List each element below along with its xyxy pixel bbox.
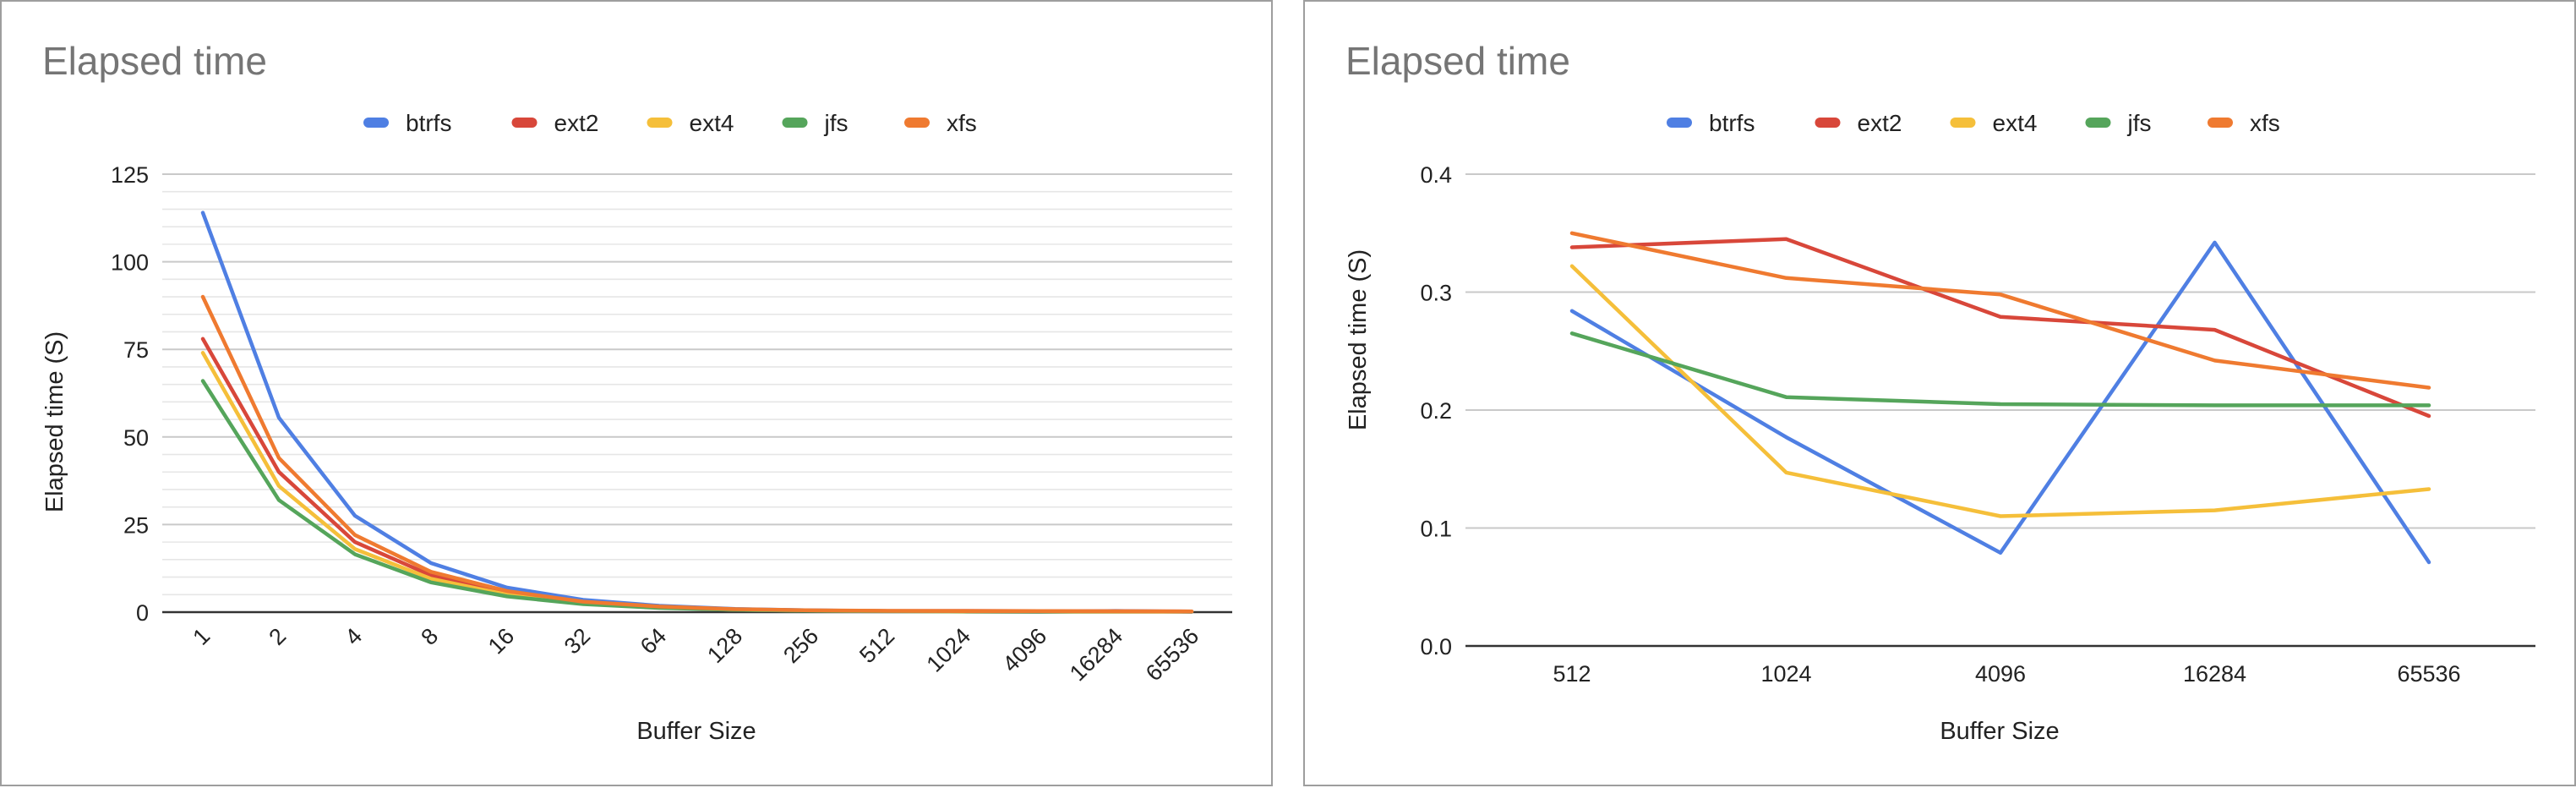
legend-item-xfs: xfs (2208, 110, 2280, 136)
x-tick-label: 256 (778, 623, 823, 668)
x-tick-label: 4096 (998, 623, 1052, 677)
legend-swatch (2085, 118, 2111, 128)
legend: btrfs ext2 ext4 jfs xfs (1667, 110, 2280, 136)
y-tick-label: 0 (136, 600, 149, 626)
legend-label: ext2 (554, 110, 599, 136)
grid (1465, 173, 2535, 648)
x-tick-label: 1024 (922, 623, 976, 677)
legend-item-ext2: ext2 (511, 110, 599, 136)
y-axis-title: Elapsed time (S) (1345, 249, 1372, 430)
legend: btrfs ext2 ext4 jfs xfs (363, 110, 977, 136)
x-tick-label: 2 (264, 623, 291, 650)
x-tick-label: 128 (702, 623, 747, 668)
legend-swatch (1950, 118, 1976, 128)
legend-label: ext2 (1858, 110, 1902, 136)
series-line-ext4 (200, 351, 1194, 614)
y-tick-label: 100 (111, 250, 149, 276)
legend-item-btrfs: btrfs (363, 110, 451, 136)
chart-left: Elapsed time btrfs ext2 ext4 jfs xfs 0 25 50 75… (41, 39, 1232, 745)
y-axis-ticks: 0.0 0.1 0.2 0.3 0.4 (1420, 162, 1452, 659)
legend-item-ext4: ext4 (1950, 110, 2038, 136)
legend-item-btrfs: btrfs (1667, 110, 1755, 136)
series-line-ext4 (1569, 264, 2431, 518)
chart-right: Elapsed time btrfs ext2 ext4 jfs xfs 0.00.10… (1345, 39, 2535, 745)
series-line-btrfs (1569, 240, 2431, 565)
legend-label: ext4 (1993, 110, 2038, 136)
legend-item-jfs: jfs (782, 110, 849, 136)
x-tick-label: 16 (483, 623, 519, 659)
y-tick-label: 25 (123, 512, 149, 538)
series-line-ext2 (1569, 237, 2431, 419)
chart-panel-left: Elapsed time btrfs ext2 ext4 jfs xfs 0 25 50 75… (0, 0, 1273, 786)
x-axis-ticks: 1 2 4 8 16 32 64 128 256 512 1024 4096 16284 65536 (188, 623, 1203, 686)
y-tick-label: 125 (111, 162, 149, 188)
series-line-xfs (1569, 231, 2431, 390)
legend-swatch (511, 118, 538, 128)
y-tick-label: 0.3 (1420, 281, 1452, 306)
legend-swatch (647, 118, 673, 128)
grid (162, 173, 1232, 614)
y-tick-label: 75 (123, 337, 149, 363)
chart-title: Elapsed time (42, 39, 267, 83)
y-axis-title: Elapsed time (S) (41, 331, 68, 512)
legend-item-jfs: jfs (2085, 110, 2152, 136)
y-axis-ticks: 0 25 50 75 100 125 (111, 162, 149, 626)
x-tick-label: 512 (854, 623, 899, 668)
series-line-ext2 (200, 337, 1194, 614)
legend-swatch (2208, 118, 2233, 128)
x-axis-title: Buffer Size (636, 718, 756, 745)
y-tick-label: 0.1 (1420, 517, 1452, 542)
legend-label: ext4 (690, 110, 734, 136)
series-lines (200, 211, 1194, 614)
x-tick-label: 1024 (1760, 661, 1811, 687)
x-tick-label: 4096 (1975, 661, 2026, 687)
legend-label: btrfs (1709, 110, 1755, 136)
x-axis-ticks: 512 1024 4096 16284 65536 (1553, 661, 2460, 687)
x-tick-label: 16284 (2183, 661, 2246, 687)
chart-panel-right: Elapsed time btrfs ext2 ext4 jfs xfs 0.0 0.1 0… (1303, 0, 2576, 786)
legend-swatch (363, 118, 389, 128)
y-tick-label: 0.0 (1420, 634, 1452, 659)
series-line-xfs (200, 294, 1194, 614)
legend-label: jfs (2127, 110, 2152, 136)
x-tick-label: 65536 (2397, 661, 2460, 687)
legend-item-ext2: ext2 (1815, 110, 1902, 136)
legend-item-ext4: ext4 (647, 110, 734, 136)
x-tick-label: 4 (340, 623, 367, 650)
x-tick-label: 64 (636, 623, 671, 659)
legend-label: xfs (947, 110, 977, 136)
x-tick-label: 512 (1553, 661, 1591, 687)
x-tick-label: 65536 (1141, 623, 1203, 686)
legend-swatch (904, 118, 930, 128)
x-tick-label: 1 (188, 623, 215, 650)
legend-label: xfs (2250, 110, 2280, 136)
x-tick-label: 8 (416, 623, 443, 650)
legend-label: jfs (824, 110, 849, 136)
x-axis-title: Buffer Size (1940, 718, 2059, 745)
legend-swatch (1667, 118, 1692, 128)
legend-swatch (782, 118, 808, 128)
legend-swatch (1815, 118, 1841, 128)
y-tick-label: 0.2 (1420, 398, 1452, 424)
legend-label: btrfs (406, 110, 451, 136)
x-tick-label: 32 (559, 623, 595, 659)
legend-item-xfs: xfs (904, 110, 977, 136)
x-tick-label: 16284 (1065, 623, 1127, 686)
series-line-jfs (1569, 331, 2431, 408)
y-tick-label: 0.4 (1420, 162, 1452, 188)
y-tick-label: 50 (123, 425, 149, 451)
series-lines (1569, 231, 2431, 565)
chart-title: Elapsed time (1345, 39, 1570, 83)
